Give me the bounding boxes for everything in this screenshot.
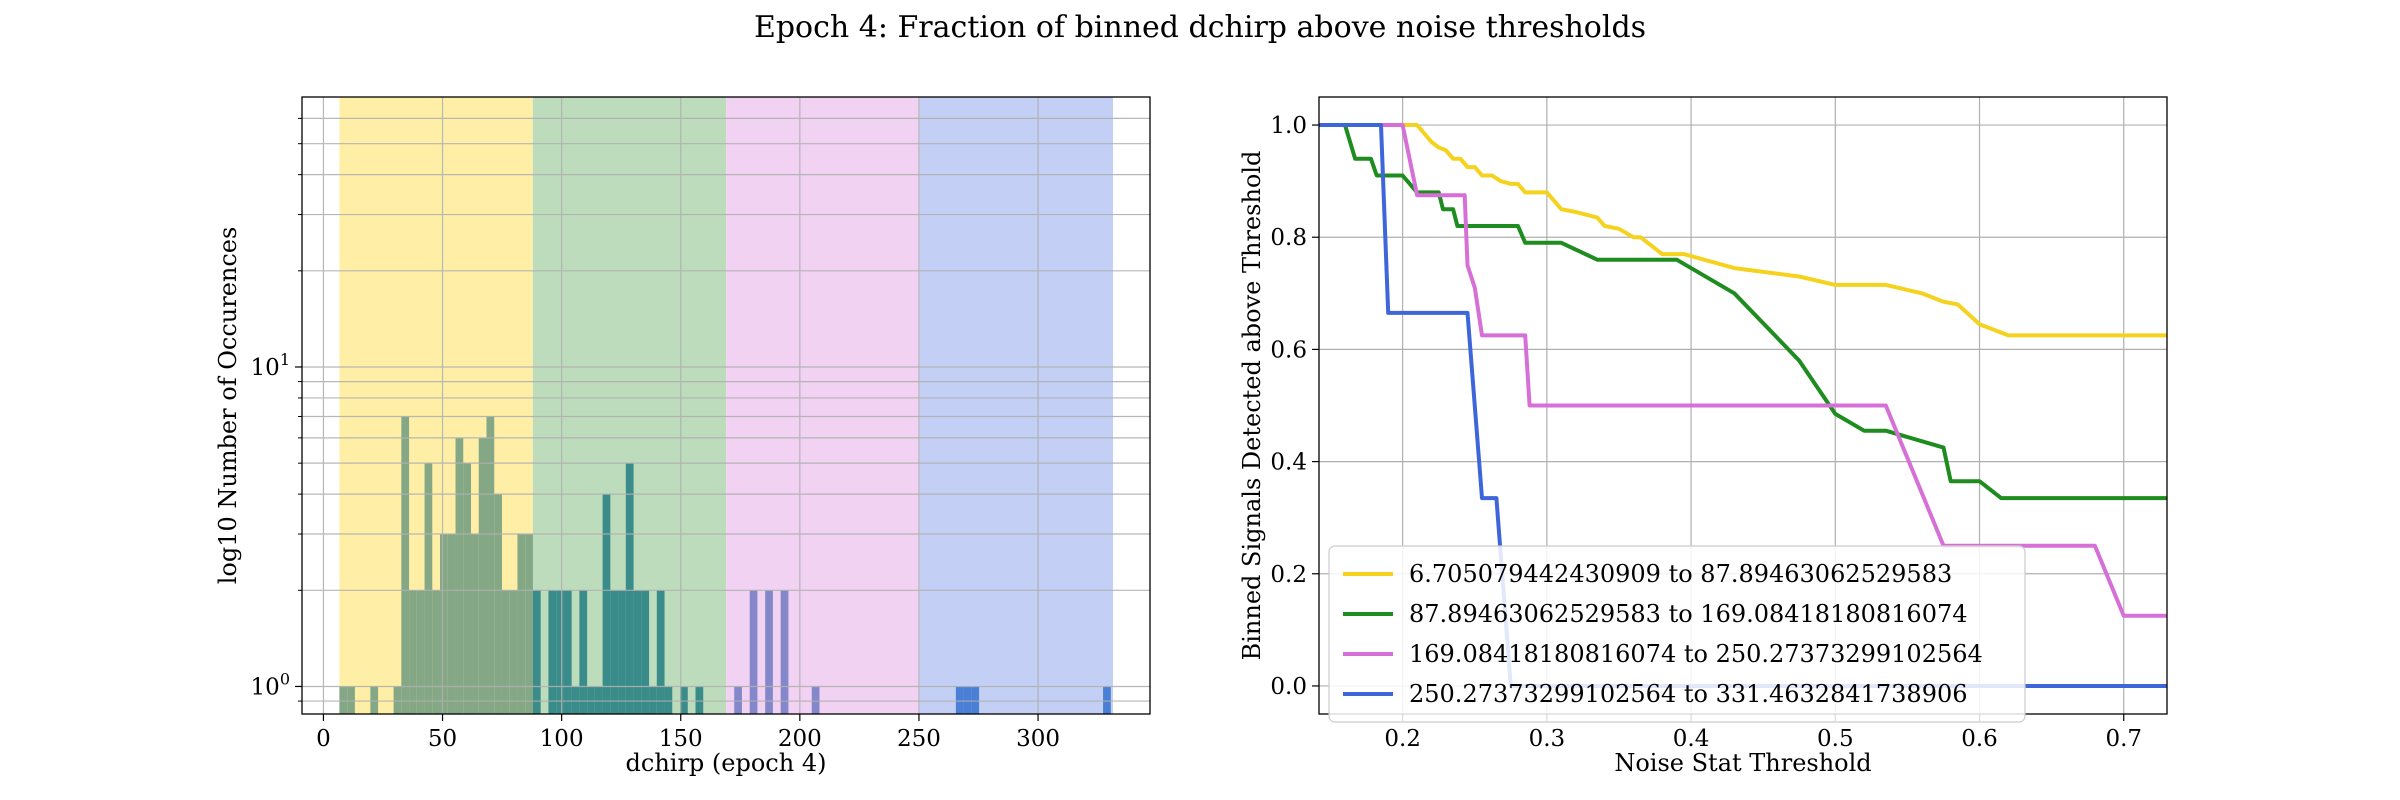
histogram-bar <box>339 686 348 714</box>
series-line-1 <box>1319 123 2167 338</box>
histogram-bar <box>955 686 964 714</box>
y-tick-label: 100 <box>251 669 290 700</box>
histogram-bar <box>409 590 417 714</box>
y-tick-label: 0.4 <box>1270 450 1307 476</box>
y-tick-label: 0.6 <box>1270 337 1307 363</box>
histogram-bar <box>347 686 355 714</box>
series-line-3 <box>1319 123 2167 618</box>
x-tick-label: 250 <box>897 726 941 752</box>
histogram-bar <box>509 590 518 714</box>
y-tick-label: 101 <box>251 350 290 381</box>
histogram-bar <box>749 590 758 714</box>
histogram-bar <box>633 590 642 714</box>
band-4 <box>919 97 1113 714</box>
y-axis-label: log10 Number of Occurences <box>214 227 242 585</box>
histogram-bar <box>656 590 665 714</box>
histogram-bar <box>432 590 441 714</box>
histogram-bar <box>602 494 611 714</box>
histogram-bar <box>695 686 704 714</box>
histogram-bar <box>370 686 379 714</box>
histogram-bar <box>478 437 487 714</box>
x-tick-label: 0.5 <box>1817 726 1854 752</box>
histogram-bar <box>680 686 688 714</box>
histogram-bar <box>571 686 580 714</box>
y-axis-label: Binned Signals Detected above Threshold <box>1238 151 1266 661</box>
legend-label: 169.08418180816074 to 250.27373299102564 <box>1409 640 1983 668</box>
legend-label: 250.27373299102564 to 331.4632841738906 <box>1409 680 1968 708</box>
histogram-bar <box>455 437 464 714</box>
x-axis-label: dchirp (epoch 4) <box>626 749 827 777</box>
histogram-bar <box>532 590 541 714</box>
histogram-bar <box>734 686 742 714</box>
histogram-bar <box>471 534 479 714</box>
threshold-plot: 0.2 0.3 0.4 0.5 0.6 0.7 0.0 0.2 0.4 0.6 0.8 1.0 Nois… <box>1238 96 2168 777</box>
y-tick-label: 0.2 <box>1270 562 1307 588</box>
histogram-bar <box>440 534 448 714</box>
histogram-bar <box>463 463 472 714</box>
histogram-plot: 0 50 100 150 200 250 300 100 101 dchirp (epoch 4)… <box>214 96 1151 777</box>
legend: 6.705079442430909 to 87.89463062529583 87… <box>1328 545 2026 723</box>
x-tick-label: 100 <box>540 726 584 752</box>
histogram-bar <box>618 590 626 714</box>
histogram-bar <box>447 534 456 714</box>
histogram-bar <box>664 686 673 714</box>
histogram-bar <box>486 416 495 714</box>
histogram-bar <box>416 590 425 714</box>
histogram-bar <box>649 686 657 714</box>
x-tick-label: 0.3 <box>1529 726 1566 752</box>
x-tick-label: 0.4 <box>1673 726 1710 752</box>
histogram-bar <box>765 590 773 714</box>
histogram-bar <box>780 590 789 714</box>
histogram-bar <box>501 590 510 714</box>
histogram-bar <box>811 686 820 714</box>
histogram-bar <box>393 686 402 714</box>
histogram-bar <box>525 534 533 714</box>
histogram-bar <box>641 590 650 714</box>
x-tick-label: 50 <box>428 726 457 752</box>
histogram-bar <box>971 686 980 714</box>
histogram-bar <box>579 590 588 714</box>
histogram-frame <box>301 96 1151 715</box>
threshold-series-group <box>1319 123 2167 688</box>
histogram-bar <box>517 534 526 714</box>
histogram-bar <box>556 590 564 714</box>
histogram-bar <box>424 463 433 714</box>
x-axis-label: Noise Stat Threshold <box>1614 749 1871 777</box>
histogram-bar <box>963 686 972 714</box>
x-tick-label: 0.6 <box>1961 726 1998 752</box>
legend-label: 87.89463062529583 to 169.08418180816074 <box>1409 600 1968 628</box>
x-tick-label: 0.7 <box>2105 726 2142 752</box>
y-tick-label: 0.0 <box>1270 674 1307 700</box>
y-tick-label: 0.8 <box>1270 225 1307 251</box>
histogram-grid <box>302 97 1150 714</box>
x-tick-label: 300 <box>1016 726 1060 752</box>
histogram-bar <box>548 590 557 714</box>
legend-label: 6.705079442430909 to 87.89463062529583 <box>1409 560 1952 588</box>
histogram-bar <box>625 463 634 714</box>
legend-box <box>1328 545 2026 723</box>
histogram-bar <box>587 686 595 714</box>
histogram-bar <box>401 416 410 714</box>
histogram-bar <box>610 590 619 714</box>
x-tick-label: 0.2 <box>1384 726 1421 752</box>
histogram-bar <box>1103 686 1111 714</box>
histogram-bar <box>563 590 572 714</box>
band-3 <box>726 97 920 714</box>
x-tick-label: 0 <box>316 726 331 752</box>
histogram-bar <box>594 686 603 714</box>
figure-title: Epoch 4: Fraction of binned dchirp above… <box>753 10 1647 45</box>
y-tick-label: 1.0 <box>1270 113 1307 139</box>
histogram-bar <box>494 494 502 714</box>
x-tick-label: 150 <box>659 726 703 752</box>
x-tick-label: 200 <box>778 726 822 752</box>
